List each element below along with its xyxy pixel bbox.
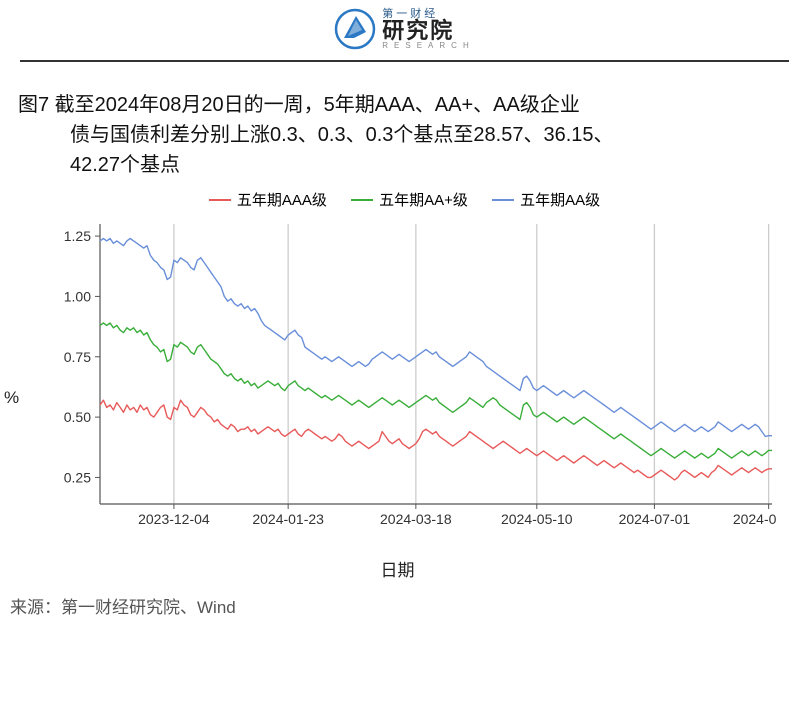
svg-text:2024-01-23: 2024-01-23 bbox=[252, 511, 324, 527]
svg-text:1.25: 1.25 bbox=[64, 228, 91, 244]
line-chart: 0.25 0.50 0.75 1.00 1.25 2023-12-04 2024-01-23… bbox=[42, 214, 777, 554]
chart-legend: 五年期AAA级 五年期AA+级 五年期AA级 bbox=[0, 188, 809, 210]
x-axis-label: 日期 bbox=[8, 556, 787, 581]
svg-text:0.75: 0.75 bbox=[64, 349, 91, 365]
svg-text:2024-05-10: 2024-05-10 bbox=[501, 511, 573, 527]
source-attribution: 来源：第一财经研究院、Wind bbox=[10, 593, 809, 618]
header-logo-bar: 第一财经 研究院 RESEARCH bbox=[20, 0, 789, 62]
legend-label: 五年期AA+级 bbox=[379, 189, 468, 210]
svg-text:2024-03-18: 2024-03-18 bbox=[380, 511, 452, 527]
legend-label: 五年期AA级 bbox=[520, 189, 600, 210]
logo-text: 第一财经 研究院 RESEARCH bbox=[382, 9, 474, 50]
y-axis-label: % bbox=[4, 388, 19, 408]
svg-text:2024-07-01: 2024-07-01 bbox=[619, 511, 691, 527]
legend-label: 五年期AAA级 bbox=[237, 189, 327, 210]
legend-item: 五年期AA级 bbox=[492, 189, 600, 210]
legend-swatch bbox=[492, 199, 514, 201]
legend-swatch bbox=[209, 199, 231, 201]
svg-text:2023-12-04: 2023-12-04 bbox=[138, 511, 210, 527]
legend-item: 五年期AA+级 bbox=[351, 189, 468, 210]
caption-line-1: 图7 截至2024年08月20日的一周，5年期AAA、AA+、AA级企业 bbox=[18, 94, 580, 116]
logo-sub-text: RESEARCH bbox=[382, 42, 474, 50]
svg-text:0.50: 0.50 bbox=[64, 410, 91, 426]
caption-line-2: 债与国债利差分别上涨0.3、0.3、0.3个基点至28.57、36.15、 bbox=[18, 120, 781, 150]
svg-text:1.00: 1.00 bbox=[64, 289, 91, 305]
logo-main-text: 研究院 bbox=[382, 20, 474, 42]
legend-swatch bbox=[351, 199, 373, 201]
svg-text:2024-08-20: 2024-08-20 bbox=[733, 511, 777, 527]
figure-caption: 图7 截至2024年08月20日的一周，5年期AAA、AA+、AA级企业 债与国… bbox=[18, 90, 781, 180]
legend-item: 五年期AAA级 bbox=[209, 189, 327, 210]
caption-line-3: 42.27个基点 bbox=[18, 150, 781, 180]
chart-container: % 0.250.500.751.001.252023-12-042024-01-… bbox=[8, 214, 787, 581]
institute-logo-icon bbox=[334, 8, 376, 50]
svg-text:0.25: 0.25 bbox=[64, 470, 91, 486]
